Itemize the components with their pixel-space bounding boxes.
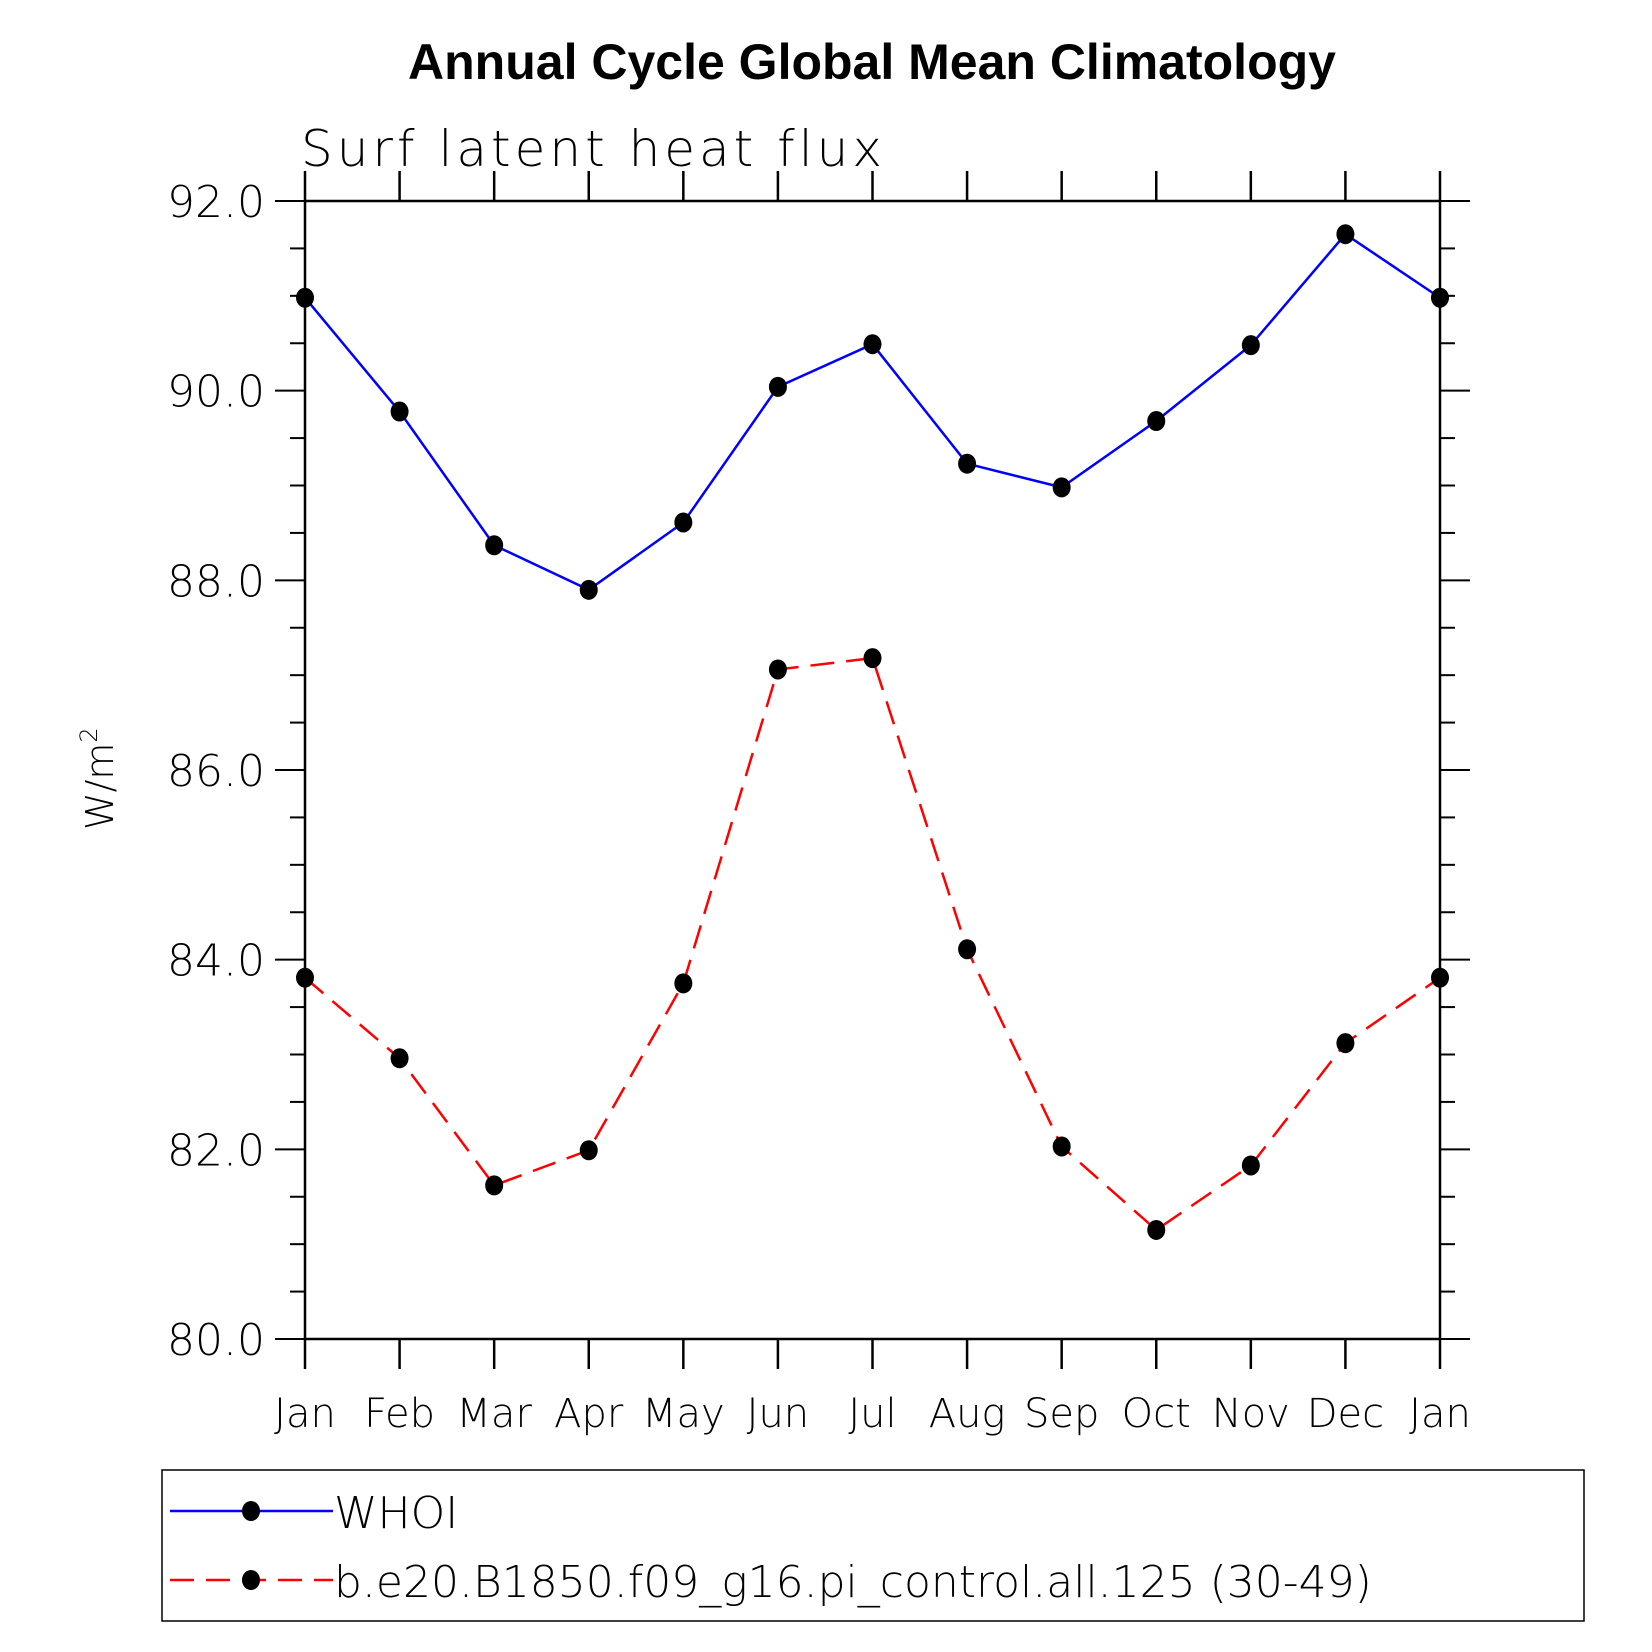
data-point-1 — [485, 1175, 504, 1196]
x-tick-label: Nov — [1212, 1391, 1290, 1437]
y-tick-label: 84.0 — [167, 936, 265, 987]
data-point-0 — [674, 512, 693, 533]
x-tick-label: Apr — [554, 1391, 624, 1437]
legend-box — [161, 1469, 1585, 1622]
y-axis-label: W/m2 — [75, 727, 122, 830]
x-tick-label: Jun — [747, 1391, 810, 1437]
data-point-1 — [296, 967, 314, 988]
data-point-0 — [1147, 411, 1166, 432]
y-tick-label: 90.0 — [167, 367, 265, 418]
x-tick-label: Jul — [848, 1391, 896, 1437]
series-line-1 — [304, 656, 1441, 1232]
data-point-0 — [1052, 477, 1071, 498]
data-point-0 — [958, 453, 977, 474]
data-point-0 — [579, 579, 598, 600]
data-point-1 — [1336, 1033, 1355, 1054]
x-tick-label: Jan — [274, 1391, 336, 1437]
x-tick-label: Dec — [1307, 1391, 1384, 1437]
data-point-0 — [1241, 335, 1260, 356]
data-point-1 — [1147, 1219, 1166, 1240]
y-tick-label: 82.0 — [167, 1125, 265, 1176]
y-tick-label: 80.0 — [167, 1315, 265, 1366]
legend-marker-1 — [242, 1570, 260, 1590]
data-point-1 — [768, 659, 787, 680]
data-point-0 — [390, 401, 409, 422]
legend-label-1: b.e20.B1850.f09_g16.pi_control.all.125 (… — [334, 1557, 1372, 1608]
x-tick-label: Oct — [1122, 1391, 1191, 1437]
data-point-0 — [485, 535, 504, 556]
x-tick-label: May — [642, 1391, 725, 1437]
data-point-1 — [1241, 1155, 1260, 1176]
x-tick-label: Sep — [1024, 1391, 1099, 1437]
data-point-1 — [674, 973, 693, 994]
y-tick-label: 88.0 — [167, 556, 265, 607]
data-point-1 — [958, 939, 977, 960]
data-point-0 — [768, 376, 787, 397]
plot-frame — [303, 199, 1442, 1341]
x-tick-label: Feb — [364, 1391, 435, 1437]
data-point-0 — [1336, 224, 1355, 245]
y-tick-label: 92.0 — [167, 177, 265, 228]
data-point-0 — [1431, 287, 1449, 308]
x-tick-label: Aug — [929, 1391, 1006, 1437]
data-point-0 — [296, 287, 314, 308]
chart-subtitle: Surf latent heat flux — [301, 120, 886, 178]
x-tick-label: Mar — [456, 1391, 532, 1437]
x-tick-label: Jan — [1409, 1391, 1471, 1437]
series-line-0 — [304, 232, 1441, 592]
legend-marker-0 — [242, 1501, 260, 1521]
data-point-1 — [1431, 967, 1449, 988]
data-point-1 — [579, 1140, 598, 1161]
y-tick-label: 86.0 — [167, 746, 265, 797]
data-point-1 — [1052, 1136, 1071, 1157]
data-point-0 — [863, 334, 882, 355]
data-point-1 — [390, 1048, 409, 1069]
data-point-1 — [863, 648, 882, 669]
legend-label-0: WHOI — [334, 1488, 458, 1539]
chart-title: Annual Cycle Global Mean Climatology — [408, 34, 1336, 90]
